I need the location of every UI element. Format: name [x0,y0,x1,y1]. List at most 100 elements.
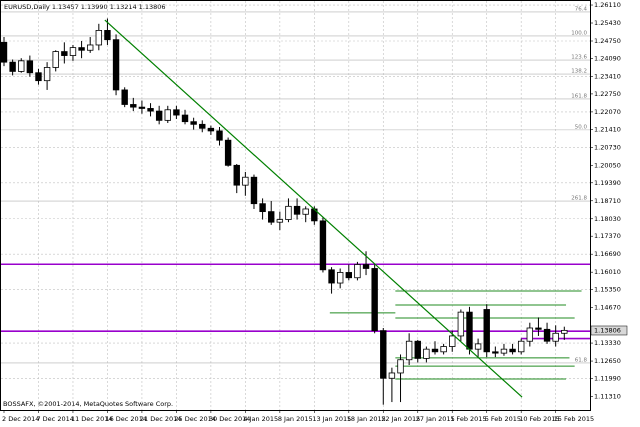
chart-title: EURUSD,Daily 1.13457 1.13990 1.13214 1.1… [4,3,166,11]
footer: BOSSAFX, ©2001-2014, MetaQuotes Software… [3,400,173,408]
x-tick-label: 27 Jan 2015 [416,415,455,423]
candle-body [164,109,171,121]
y-tick-label: 1.16010 [594,268,621,276]
candle-body [173,109,180,116]
candle-body [526,327,534,342]
candle-body [405,340,413,361]
candle-body [466,311,473,350]
y-tick-label: 1.23410 [594,72,621,80]
y-tick-label: 1.16690 [594,250,621,258]
trendline [104,19,523,398]
candle-body [87,44,94,51]
candle-body [423,348,430,359]
candle-body [561,329,568,334]
y-tick-label: 1.11310 [594,393,621,401]
fib-label: 261.8 [571,196,587,202]
y-tick-label: 1.18030 [594,215,621,223]
y-tick-label: 1.19390 [594,179,621,187]
candle-body [233,164,240,186]
candle-body [319,220,327,271]
candle-body [268,211,275,223]
candle-body [293,205,301,215]
candle-body [112,39,120,91]
y-tick-label: 1.26110 [594,1,621,9]
candle-body [18,60,25,72]
candle-body [371,268,378,332]
candle-body [328,269,335,284]
candle-body [43,67,51,82]
candle-body [509,348,516,353]
candle-body [285,205,292,220]
candle-body [259,203,266,213]
candle-body [336,272,344,284]
candle-body [388,372,396,379]
x-tick-label: 5 Feb 2015 [485,415,521,423]
candle-body [543,328,551,342]
candle-body [199,123,206,129]
y-tick-label: 1.24090 [594,54,621,62]
x-tick-label: 22 Jan 2015 [381,415,420,423]
bid-box [590,325,628,336]
candle-body [431,348,439,353]
candle-body [414,340,421,359]
fib-label: 123.6 [571,55,587,61]
x-tick-label: 15 Feb 2015 [554,415,594,423]
candle-body [61,51,68,56]
y-tick-label: 1.15350 [594,286,621,294]
candle-body [207,127,215,132]
candle-body [104,30,111,41]
candle-body [362,264,370,269]
y-tick-label: 1.24750 [594,37,621,45]
x-tick-label: 7 Dec 2014 [36,415,73,423]
candle-body [449,335,456,347]
y-tick-label: 1.17370 [594,232,621,240]
y-tick-label: 1.14670 [594,304,621,312]
y-tick-label: 1.12650 [594,357,621,365]
fib-label: 100.0 [571,30,587,36]
x-tick-label: 10 Feb 2015 [519,415,559,423]
candle-body [9,61,16,72]
y-tick-label: 1.20730 [594,143,621,151]
y-tick-label: 1.20050 [594,161,621,169]
candle-body [457,311,465,337]
candle-body [302,208,309,215]
x-tick-label: 21 Dec 2014 [140,415,182,423]
candle-body [121,89,128,105]
y-tick-label: 1.21410 [594,125,621,133]
y-tick-label: 1.13330 [594,339,621,347]
fib-label: 138.2 [571,69,587,75]
candle-body [35,72,42,82]
candle-body [518,340,525,353]
candle-body [354,264,361,279]
candle-body [492,351,499,354]
fib-label: 50.0 [575,124,588,130]
candle-body [138,106,146,109]
candle-body [250,176,258,205]
candle-body [69,47,77,56]
y-tick-label: 1.18710 [594,197,621,205]
x-tick-label: 4 Jan 2015 [243,415,278,423]
candle-body [483,309,490,353]
candle-body [535,327,542,330]
candle-body [190,121,197,125]
x-tick-label: 18 Jan 2015 [347,415,386,423]
y-tick-label: 1.22070 [594,108,621,116]
candle-body [0,41,8,63]
candle-body [397,359,404,374]
candle-body [52,51,59,68]
y-tick-label: 1.22750 [594,90,621,98]
candle-body [500,348,508,354]
x-tick-label: 30 Dec 2014 [209,415,251,423]
fib-label: 61.8 [575,357,588,363]
y-tick-label: 1.25430 [594,19,621,27]
candle-body [474,343,482,350]
x-tick-label: 13 Jan 2015 [312,415,351,423]
x-tick-label: 25 Dec 2014 [174,415,216,423]
x-tick-label: 16 Dec 2014 [105,415,147,423]
x-tick-label: 11 Dec 2014 [71,415,113,423]
candle-body [440,346,447,353]
candle-body [345,272,352,279]
candle-body [276,219,284,223]
fib-label: 76.4 [575,6,588,12]
